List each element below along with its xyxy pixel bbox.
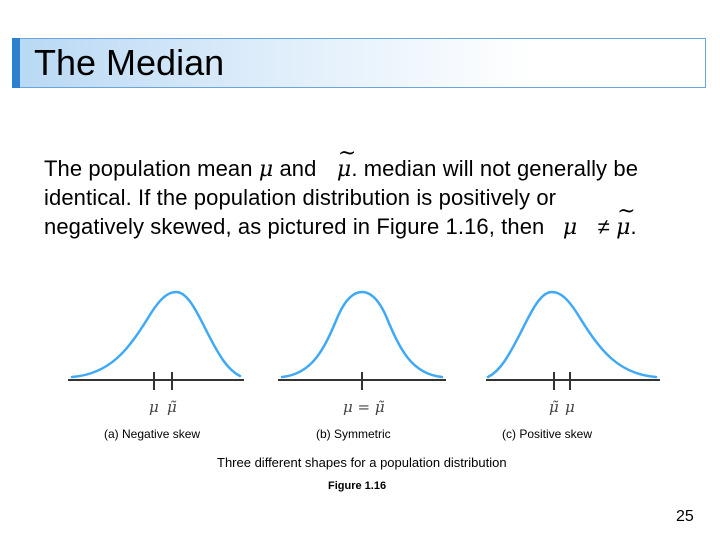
marker-mutilde-a: μ̃ — [167, 398, 177, 416]
paragraph-line-1: The population mean μ and ~ μ. median wil… — [44, 141, 684, 183]
caption-negative-skew: (a) Negative skew — [104, 427, 201, 441]
figure-description: Three different shapes for a population … — [217, 455, 507, 470]
dot-symbol: . — [351, 156, 358, 181]
paragraph-line-3: negatively skewed, as pictured in Figure… — [44, 199, 684, 241]
title-bar — [12, 38, 706, 88]
mu-tilde-symbol: ~ μ — [336, 141, 357, 182]
caption-positive-skew: (c) Positive skew — [502, 427, 593, 441]
text-segment: median will not generally be — [363, 156, 639, 181]
not-equal-symbol: ≠ — [597, 214, 610, 239]
caption-symmetric: (b) Symmetric — [316, 427, 391, 441]
marker-mutilde-c: μ̃ — [549, 398, 559, 416]
mu-symbol: μ — [258, 157, 274, 182]
paragraph-line-2: identical. If the population distributio… — [44, 183, 684, 212]
marker-mu-c: μ — [565, 398, 575, 416]
text-segment: The population mean — [44, 156, 253, 181]
title-accent-bar — [12, 38, 20, 88]
negative-skew-curve — [70, 290, 242, 379]
period: . — [630, 214, 637, 239]
marker-mu-a: μ — [149, 398, 159, 416]
mu-symbol: μ — [562, 215, 578, 240]
positive-skew-curve — [486, 290, 658, 379]
text-segment: identical. If the population distributio… — [44, 185, 557, 210]
text-segment: and — [279, 156, 317, 181]
symmetric-curve — [280, 290, 444, 379]
slide-title: The Median — [34, 42, 225, 83]
body-paragraph: The population mean μ and ~ μ. median wil… — [44, 141, 684, 241]
text-segment: negatively skewed, as pictured in Figure… — [44, 214, 545, 239]
mu-tilde-symbol: ~ μ — [616, 199, 636, 240]
page-number: 25 — [676, 508, 694, 525]
figure-label: Figure 1.16 — [328, 480, 387, 492]
marker-center-b: μ = μ̃ — [343, 398, 385, 416]
